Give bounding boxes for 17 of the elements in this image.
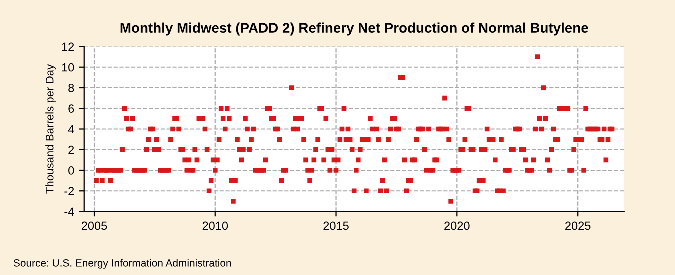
x-tick-label: 2010 [202,222,228,230]
y-axis-title: Thousand Barrels per Day [46,64,56,194]
y-tick-label: 6 [68,104,74,114]
y-tick-label: 8 [68,84,74,92]
x-tick-label: 2020 [444,222,470,230]
y-tick-label: 4 [68,125,74,134]
y-tick-label: -4 [64,208,74,216]
y-tick-label: 0 [68,166,74,175]
y-tick-label: 12 [62,42,74,52]
x-tick-label: 2015 [324,222,349,230]
chart-title: Monthly Midwest (PADD 2) Refinery Net Production of Normal Butylene [120,22,588,36]
x-tick-label: 2025 [566,222,591,230]
y-tick-label: 10 [62,63,74,72]
source-note: Source: U.S. Energy Information Administration [14,259,232,269]
y-tick-label: 2 [68,146,74,154]
y-tick-label: -2 [64,187,74,196]
x-tick-label: 2005 [82,222,108,230]
